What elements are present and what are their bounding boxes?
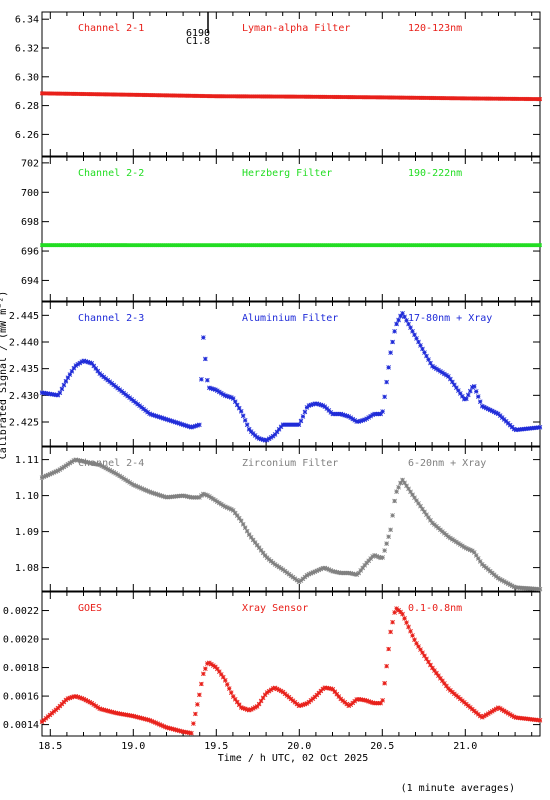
panel-label: GOES — [78, 603, 102, 614]
panel-label: Channel 2-3 — [78, 313, 144, 324]
panel-2: 694 696 698 700 702 Channel 2-2 Herzberg Filte… — [21, 156, 543, 302]
series-marks — [39, 243, 543, 248]
x-tick-label: 20.0 — [287, 741, 311, 752]
y-tick-label: 0.0016 — [3, 692, 39, 703]
x-axis-label: Time / h UTC, 02 Oct 2025 — [218, 753, 369, 764]
panel-frame — [41, 11, 541, 157]
flare-marker-label-top: 6190 — [186, 28, 210, 39]
panel-label: Zirconium Filter — [242, 458, 338, 469]
panel-label: Channel 2-4 — [78, 458, 144, 469]
panel-label: Lyman-alpha Filter — [242, 23, 350, 34]
y-tick-label: 696 — [21, 247, 39, 258]
y-axis-label: Calibrated Signal / (mW m⁻²) — [0, 291, 9, 460]
y-tick-label: 2.430 — [9, 391, 39, 402]
footnote: (1 minute averages) — [401, 783, 515, 794]
panel-label: Herzberg Filter — [242, 168, 332, 179]
series-marks — [39, 310, 543, 443]
y-tick-label: 1.08 — [15, 563, 39, 574]
series-marks — [39, 91, 543, 102]
x-tick-label: 21.0 — [453, 741, 477, 752]
series-1 — [39, 606, 543, 736]
y-tick-label: 0.0020 — [3, 635, 39, 646]
panel-frame — [41, 446, 541, 592]
panel-label: 6-20nm + Xray — [408, 458, 486, 469]
y-tick-label: 700 — [21, 188, 39, 199]
flare-marker-label-bottom: C1.8 — [186, 36, 210, 47]
y-tick-label: 1.09 — [15, 527, 39, 538]
panel-frame — [41, 301, 541, 447]
y-tick-label: 1.10 — [15, 491, 39, 502]
panel-frame — [41, 591, 541, 737]
y-tick-label: 1.11 — [15, 455, 39, 466]
y-tick-label: 6.34 — [15, 15, 39, 26]
y-tick-label: 2.435 — [9, 364, 39, 375]
x-tick-label: 19.5 — [204, 741, 228, 752]
panel-label: 120-123nm — [408, 23, 462, 34]
panel-label: 0.1-0.8nm — [408, 603, 462, 614]
x-axis: 18.5 19.0 19.5 20.0 20.5 21.0 — [38, 741, 477, 752]
series-1 — [39, 91, 543, 102]
panel-label: 190-222nm — [408, 168, 462, 179]
y-tick-label: 6.30 — [15, 72, 39, 83]
series-1 — [39, 243, 543, 248]
panel-5: 0.0014 0.0016 0.0018 0.0020 0.0022 GOES Xray S… — [3, 591, 543, 737]
y-tick-label: 694 — [21, 276, 39, 287]
y-tick-label: 0.0022 — [3, 606, 39, 617]
x-tick-label: 19.0 — [121, 741, 145, 752]
y-tick-label: 702 — [21, 158, 39, 169]
series-1 — [39, 457, 543, 592]
panel-label: Xray Sensor — [242, 603, 308, 614]
panels: 6.26 6.28 6.30 6.32 6.34 Channel 2-1 Lyman-alp… — [3, 11, 543, 737]
y-tick-label: 698 — [21, 217, 39, 228]
series-marks — [39, 606, 543, 736]
y-tick-label: 6.26 — [15, 130, 39, 141]
panel-label: Aluminium Filter — [242, 313, 338, 324]
panel-1: 6.26 6.28 6.30 6.32 6.34 Channel 2-1 Lyman-alp… — [15, 11, 543, 157]
flare-marker: 6190 C1.8 — [186, 12, 210, 47]
panel-4: 1.08 1.09 1.10 1.11 Channel 2-4 Zirconium Fil… — [15, 446, 543, 592]
panel-label: Channel 2-2 — [78, 168, 144, 179]
series-marks — [39, 457, 543, 592]
panel-label: Channel 2-1 — [78, 23, 144, 34]
y-tick-label: 0.0014 — [3, 720, 39, 731]
y-tick-label: 0.0018 — [3, 663, 39, 674]
y-tick-label: 6.32 — [15, 44, 39, 55]
x-tick-label: 18.5 — [38, 741, 62, 752]
panel-label: 17-80nm + Xray — [408, 313, 492, 324]
y-tick-label: 2.425 — [9, 418, 39, 429]
y-tick-label: 2.440 — [9, 338, 39, 349]
x-tick-label: 20.5 — [370, 741, 394, 752]
panel-frame — [41, 156, 541, 302]
series-1 — [39, 310, 543, 443]
y-tick-label: 2.445 — [9, 311, 39, 322]
panel-3: 2.425 2.430 2.435 2.440 2.445 Channel 2-3 Alum… — [9, 301, 543, 447]
y-tick-label: 6.28 — [15, 101, 39, 112]
